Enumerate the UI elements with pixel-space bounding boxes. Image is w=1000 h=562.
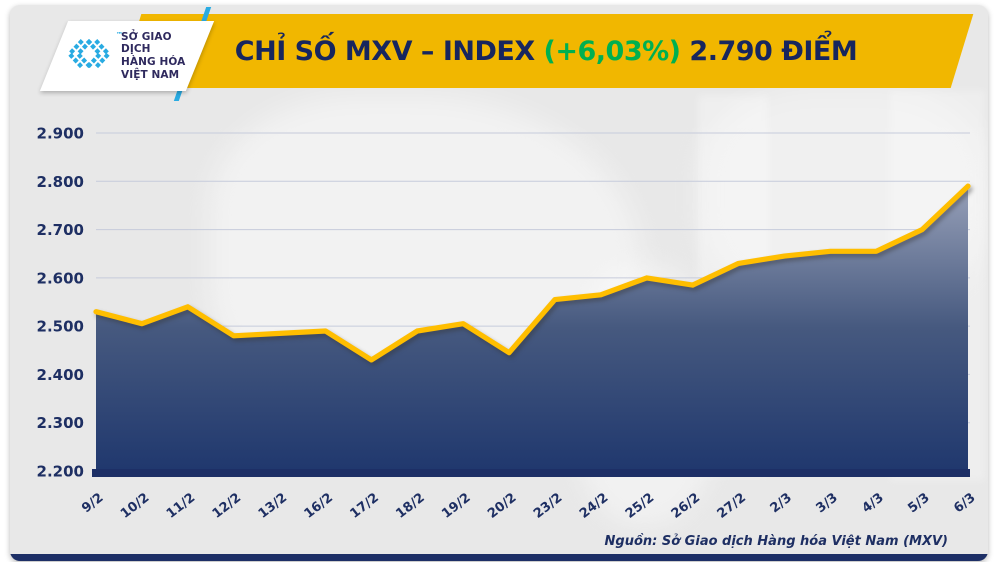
x-axis-tick-label: 5/3 [905,490,932,516]
x-axis-tick-label: 17/2 [347,490,381,521]
y-axis-tick-label: 2.700 [37,221,84,239]
x-axis-tick-label: 19/2 [439,490,473,521]
bottom-accent-bar [10,554,988,561]
x-axis-tick-label: 26/2 [669,490,703,521]
x-axis-tick-label: 2/3 [768,490,795,516]
y-axis-tick-label: 2.400 [37,366,84,384]
mxv-logo-plate: ™ SỞ GIAO DỊCH HÀNG HÓA VIỆT NAM [39,21,215,91]
x-axis-tick-label: 4/3 [859,490,886,516]
index-line [93,183,971,363]
logo-text-line1: SỞ GIAO DỊCH [121,30,172,56]
x-axis-tick-label: 16/2 [302,490,336,521]
source-credit: Nguồn: Sở Giao dịch Hàng hóa Việt Nam (M… [604,534,948,549]
x-axis-tick-label: 11/2 [164,490,198,521]
x-axis-tick-label: 13/2 [256,490,290,521]
chevron-mark-icon [66,39,112,69]
x-axis-tick-label: 18/2 [393,490,427,521]
mxv-chevron-logo-icon: ™ [62,31,123,77]
chart-card: CHỈ SỐ MXV – INDEX (+6,03%) 2.790 ĐIỂM ™… [10,5,988,561]
x-axis-tick-label: 6/3 [951,490,978,516]
y-axis-tick-label: 2.300 [37,414,84,432]
y-axis-tick-label: 2.200 [37,463,84,481]
logo-text-line3: VIỆT NAM [121,68,180,81]
index-area-chart: 2.200 2.300 2.400 2.500 2.600 2.700 2.800 2.900… [37,125,979,522]
y-axis-tick-label: 2.600 [37,269,84,287]
logo-text-block: SỞ GIAO DỊCH HÀNG HÓA VIỆT NAM [121,31,200,81]
x-axis-tick-label: 3/3 [814,490,841,516]
y-axis-tick-label: 2.800 [37,173,84,191]
x-axis-tick-label: 10/2 [118,490,152,521]
x-axis-tick-label: 20/2 [485,490,519,521]
logo-text-line2: HÀNG HÓA [121,56,186,68]
x-axis-bar [92,469,970,477]
x-axis-tick-label: 9/2 [79,490,106,516]
y-axis-tick-label: 2.500 [37,318,84,336]
mxv-logo: ™ SỞ GIAO DỊCH HÀNG HÓA VIỆT NAM [54,21,200,91]
x-axis-tick-label: 25/2 [623,490,657,521]
x-axis-tick-label: 27/2 [715,490,749,521]
x-axis-tick-label: 12/2 [210,490,244,521]
x-axis-tick-label: 24/2 [577,490,611,521]
y-axis-tick-label: 2.900 [37,125,84,143]
trademark-symbol: ™ [116,31,123,39]
x-axis-tick-label: 23/2 [531,490,565,521]
